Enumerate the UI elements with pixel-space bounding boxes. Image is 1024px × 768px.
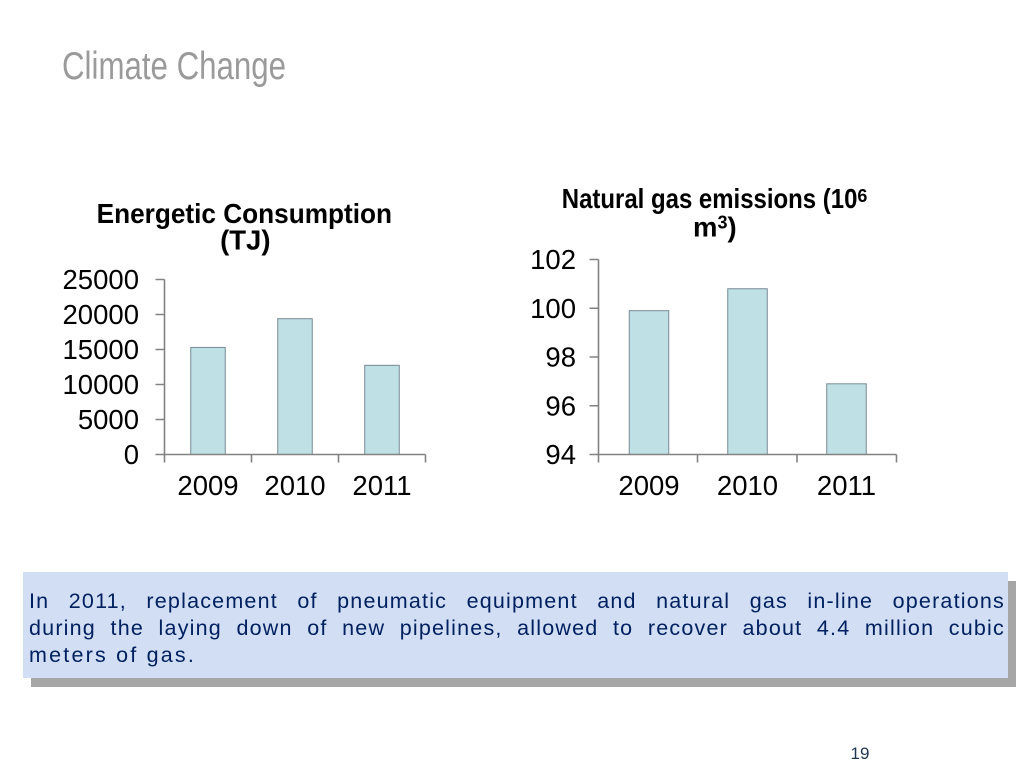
svg-text:96: 96: [545, 390, 576, 421]
svg-text:2011: 2011: [817, 470, 876, 501]
svg-text:15000: 15000: [63, 334, 139, 365]
svg-text:6: 6: [857, 186, 867, 206]
svg-text:Energetic Consumption: Energetic Consumption: [97, 198, 392, 229]
svg-text:94: 94: [545, 439, 576, 470]
svg-text:2009: 2009: [618, 470, 679, 501]
svg-text:m3): m3): [693, 212, 737, 243]
svg-text:10000: 10000: [63, 369, 139, 400]
svg-text:98: 98: [545, 342, 576, 373]
svg-text:(TJ): (TJ): [220, 225, 270, 256]
svg-text:2010: 2010: [717, 470, 778, 501]
svg-text:20000: 20000: [63, 299, 139, 330]
svg-text:Climate Change: Climate Change: [62, 45, 286, 88]
svg-text:5000: 5000: [78, 404, 139, 435]
svg-text:2011: 2011: [352, 470, 411, 501]
svg-text:102: 102: [530, 244, 576, 275]
svg-text:100: 100: [530, 293, 576, 324]
svg-text:0: 0: [124, 439, 139, 470]
svg-text:25000: 25000: [63, 264, 139, 295]
svg-text:2010: 2010: [264, 470, 325, 501]
svg-text:2009: 2009: [177, 470, 238, 501]
svg-text:Natural gas emissions (10: Natural gas emissions (10: [562, 183, 858, 214]
